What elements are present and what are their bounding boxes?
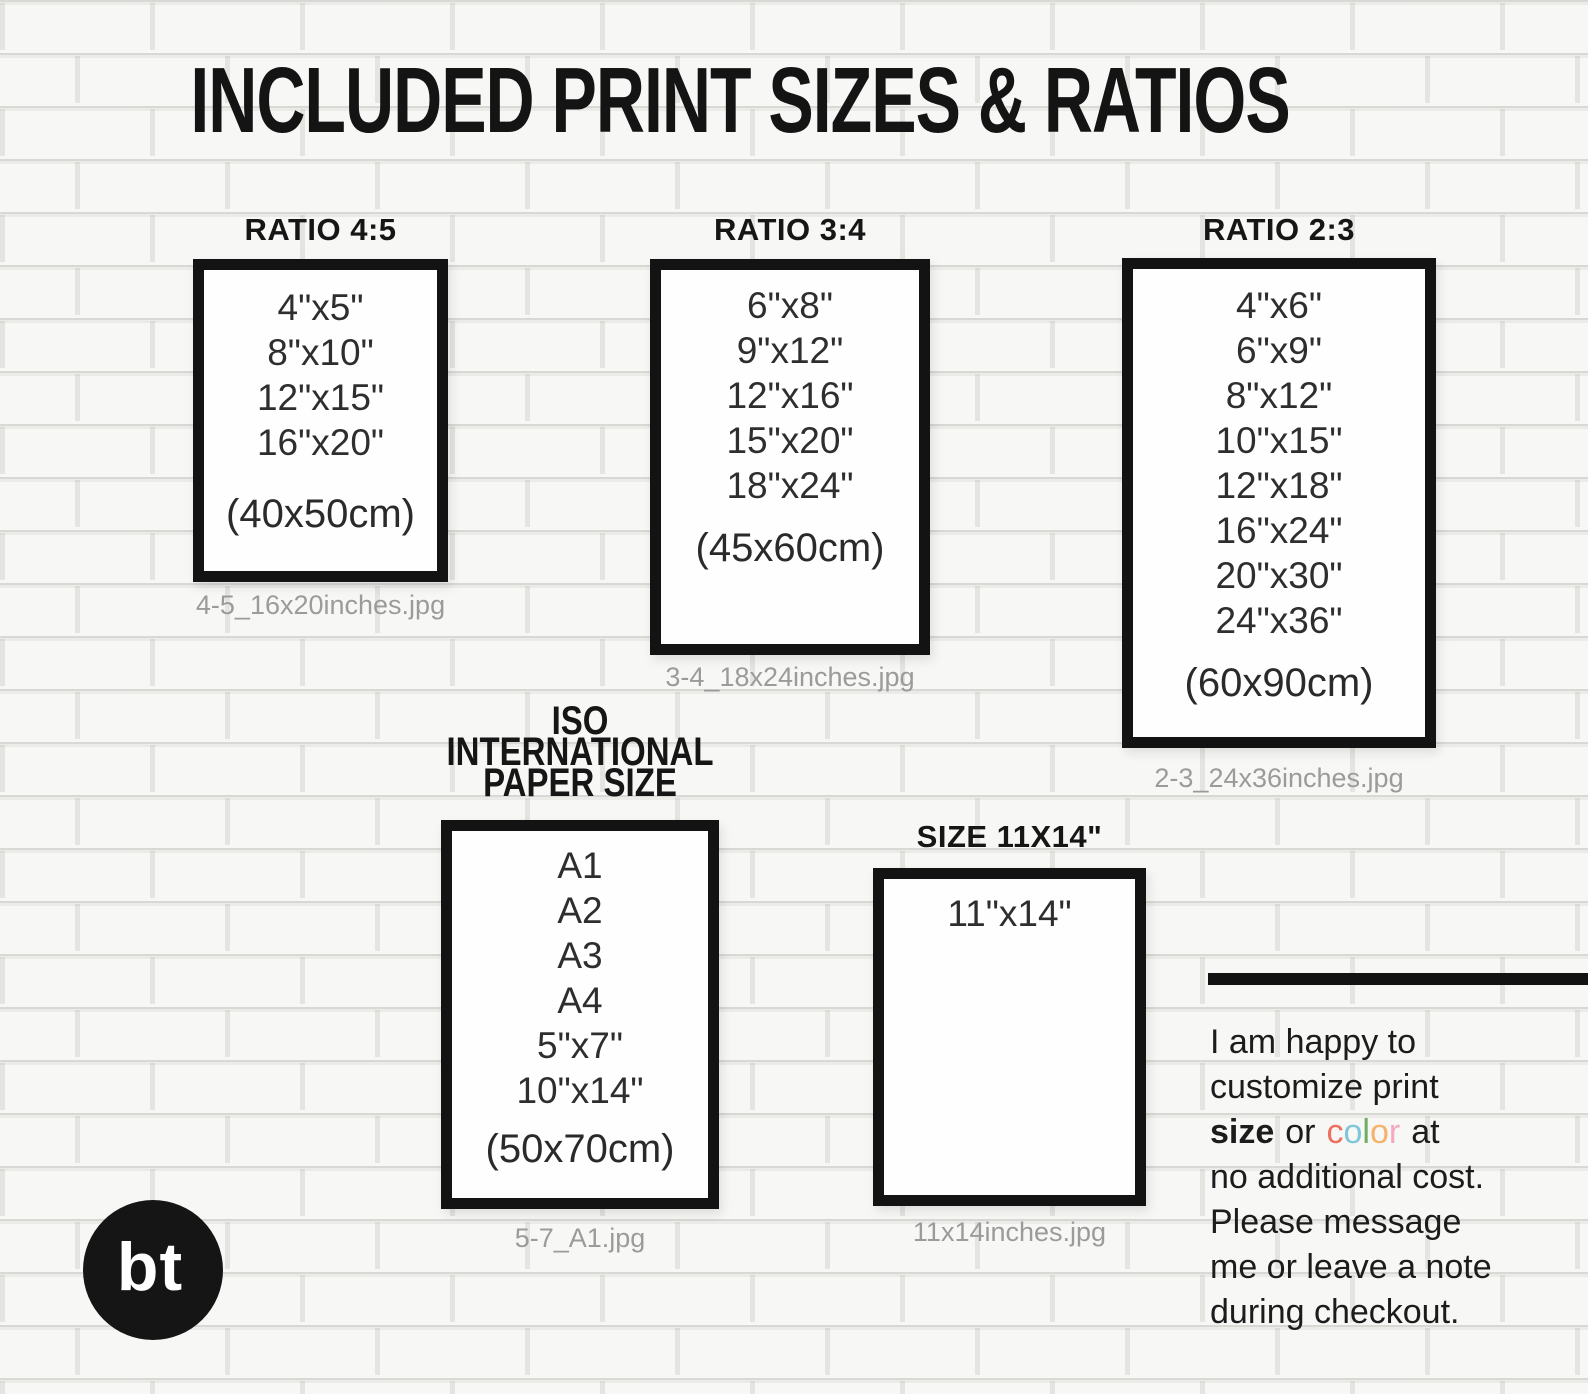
size-item: 16"x24" xyxy=(1215,510,1343,551)
note-line-2: customize print xyxy=(1210,1068,1439,1106)
metric-size-ratio-4-5: (40x50cm) xyxy=(226,492,415,536)
note-line-3: size or color at xyxy=(1210,1110,1588,1155)
size-item: 6"x9" xyxy=(1236,330,1322,371)
size-word: size xyxy=(1210,1113,1275,1151)
divider-line xyxy=(1208,973,1588,985)
header-iso-line-1: ISO xyxy=(551,697,609,743)
header-ratio-3-4: RATIO 3:4 xyxy=(713,212,867,247)
metric-size-ratio-3-4: (45x60cm) xyxy=(695,526,885,570)
header-size-11x14: SIZE 11X14" xyxy=(916,819,1103,854)
page-title: INCLUDED PRINT SIZES & RATIOS xyxy=(190,48,1290,153)
size-item: 12"x18" xyxy=(1215,465,1343,506)
note-line-4: no additional cost. xyxy=(1210,1158,1485,1196)
color-letter: o xyxy=(1369,1113,1389,1151)
filename-caption-ratio-4-5: 4-5_16x20inches.jpg xyxy=(195,590,446,620)
filename-caption-ratio-3-4: 3-4_18x24inches.jpg xyxy=(665,662,915,692)
size-list-ratio-3-4: 6"x8" 9"x12" 12"x16" 15"x20" 18"x24" xyxy=(661,270,919,508)
note-line-6: me or leave a note xyxy=(1210,1248,1492,1286)
size-item: 18"x24" xyxy=(726,465,854,506)
header-iso-line-2: INTERNATIONAL xyxy=(446,729,714,774)
size-item: 11"x14" xyxy=(947,893,1072,934)
metric-size-iso: (50x70cm) xyxy=(485,1127,675,1171)
filename-caption-11x14: 11x14inches.jpg xyxy=(912,1217,1107,1247)
note-line-5: Please message xyxy=(1210,1203,1462,1241)
size-box-ratio-4-5: 4"x5" 8"x10" 12"x15" 16"x20" (40x50cm) xyxy=(193,259,448,582)
size-item: 4"x5" xyxy=(277,287,364,328)
size-list-iso: A1 A2 A3 A4 5"x7" 10"x14" xyxy=(452,831,708,1113)
header-ratio-4-5: RATIO 4:5 xyxy=(244,212,397,247)
header-iso-line-3: PAPER SIZE xyxy=(483,760,677,805)
color-word: color xyxy=(1327,1110,1401,1155)
color-letter: r xyxy=(1388,1113,1401,1151)
size-item: 15"x20" xyxy=(726,420,854,461)
size-item: 6"x8" xyxy=(747,285,833,326)
size-item: 5"x7" xyxy=(537,1025,623,1066)
filename-caption-iso: 5-7_A1.jpg xyxy=(514,1223,646,1253)
size-item: A4 xyxy=(557,980,603,1021)
size-box-ratio-2-3: 4"x6" 6"x9" 8"x12" 10"x15" 12"x18" 16"x24" 20"… xyxy=(1122,258,1436,748)
size-item: 10"x14" xyxy=(516,1070,644,1111)
customization-note: I am happy to customize print size or colo… xyxy=(1210,1020,1588,1335)
header-iso-paper-size: ISO INTERNATIONAL PAPER SIZE xyxy=(425,697,735,805)
size-item: 9"x12" xyxy=(736,330,844,371)
color-letter: o xyxy=(1343,1113,1363,1151)
size-list-ratio-2-3: 4"x6" 6"x9" 8"x12" 10"x15" 12"x18" 16"x24" 20"… xyxy=(1133,269,1425,643)
size-item: 10"x15" xyxy=(1215,420,1343,461)
size-box-ratio-3-4: 6"x8" 9"x12" 12"x16" 15"x20" 18"x24" (45x60c… xyxy=(650,259,930,655)
header-ratio-2-3: RATIO 2:3 xyxy=(1202,212,1356,247)
at-word: at xyxy=(1411,1113,1440,1151)
size-list-ratio-4-5: 4"x5" 8"x10" 12"x15" 16"x20" xyxy=(204,270,437,465)
bt-logo: bt xyxy=(83,1200,223,1340)
bt-logo-text: bt xyxy=(116,1229,184,1305)
color-letter: c xyxy=(1326,1113,1344,1151)
size-box-iso: A1 A2 A3 A4 5"x7" 10"x14" (50x70cm) xyxy=(441,820,719,1209)
size-item: A3 xyxy=(557,935,603,976)
size-item: 8"x12" xyxy=(1225,375,1333,416)
size-item: A1 xyxy=(557,845,603,886)
size-box-11x14: 11"x14" xyxy=(873,868,1146,1206)
size-list-11x14: 11"x14" xyxy=(884,879,1135,936)
or-word: or xyxy=(1285,1113,1316,1151)
size-item: 24"x36" xyxy=(1215,600,1343,641)
filename-caption-ratio-2-3: 2-3_24x36inches.jpg xyxy=(1154,763,1404,793)
size-item: 4"x6" xyxy=(1236,285,1322,326)
size-item: 12"x16" xyxy=(726,375,854,416)
size-item: 12"x15" xyxy=(256,377,385,418)
note-line-1: I am happy to xyxy=(1210,1023,1417,1061)
size-item: 20"x30" xyxy=(1215,555,1343,596)
size-item: 8"x10" xyxy=(267,332,374,373)
size-item: A2 xyxy=(557,890,603,931)
metric-size-ratio-2-3: (60x90cm) xyxy=(1184,661,1374,705)
note-line-7: during checkout. xyxy=(1210,1293,1460,1331)
color-letter: l xyxy=(1362,1113,1370,1151)
size-item: 16"x20" xyxy=(256,422,385,463)
